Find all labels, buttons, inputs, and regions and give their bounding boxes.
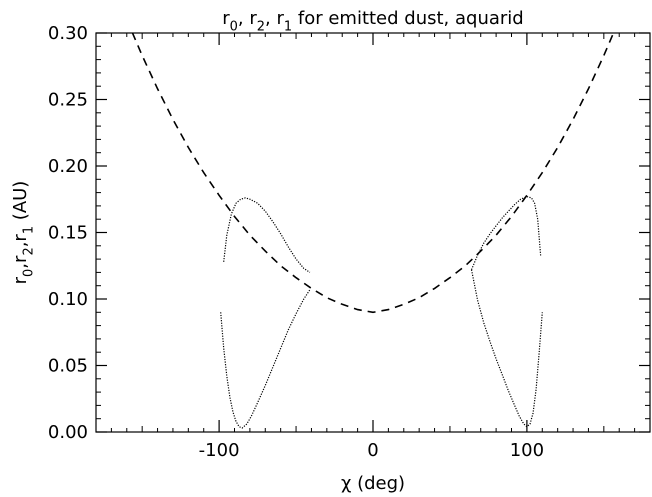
text-part: , — [10, 242, 31, 248]
axis-labels: -100 0 1000.000.050.100.150.200.250.30r0, … — [10, 8, 544, 494]
plot-area-border — [95, 32, 651, 433]
series-line-1 — [223, 197, 311, 273]
x-tick-label: 0 — [367, 440, 378, 461]
series-line-0 — [131, 33, 615, 314]
y-tick-label: 0.20 — [48, 156, 88, 177]
series-group — [131, 33, 615, 429]
text-subscript: 0 — [21, 269, 36, 277]
y-tick-label: 0.25 — [48, 90, 88, 111]
x-tick-label: -100 — [199, 440, 240, 461]
text-subscript: 1 — [21, 226, 36, 234]
text-subscript: 1 — [284, 19, 292, 34]
text-subscript: 0 — [230, 19, 238, 34]
text-part: , — [238, 8, 249, 29]
text-part: , — [10, 263, 31, 269]
plot-frame — [95, 32, 651, 433]
y-tick-label: 0.05 — [48, 356, 88, 377]
y-tick-label: 0.30 — [48, 23, 88, 44]
y-tick-label: 0.00 — [48, 422, 88, 443]
series-line-4 — [470, 269, 543, 428]
text-part: , — [265, 8, 276, 29]
text-subscript: 2 — [21, 247, 36, 255]
x-tick-label: 100 — [510, 440, 544, 461]
series-line-2 — [220, 289, 311, 429]
text-part: r — [10, 234, 31, 242]
text-part: r — [222, 8, 230, 29]
y-axis-label: r0,r2,r1 (AU) — [10, 181, 36, 285]
text-part: r — [249, 8, 257, 29]
series-line-3 — [470, 195, 542, 270]
text-part: r — [10, 276, 31, 284]
y-tick-label: 0.15 — [48, 223, 88, 244]
text-subscript: 2 — [257, 19, 265, 34]
text-part: r — [10, 255, 31, 263]
text-part: r — [276, 8, 284, 29]
text-part: (AU) — [10, 181, 31, 226]
text-part: for emitted dust, aquarid — [292, 8, 524, 29]
chart-title: r0, r2, r1 for emitted dust, aquarid — [222, 8, 523, 34]
axis-ticks — [96, 32, 650, 433]
x-axis-label: χ (deg) — [341, 473, 405, 494]
y-tick-label: 0.10 — [48, 289, 88, 310]
